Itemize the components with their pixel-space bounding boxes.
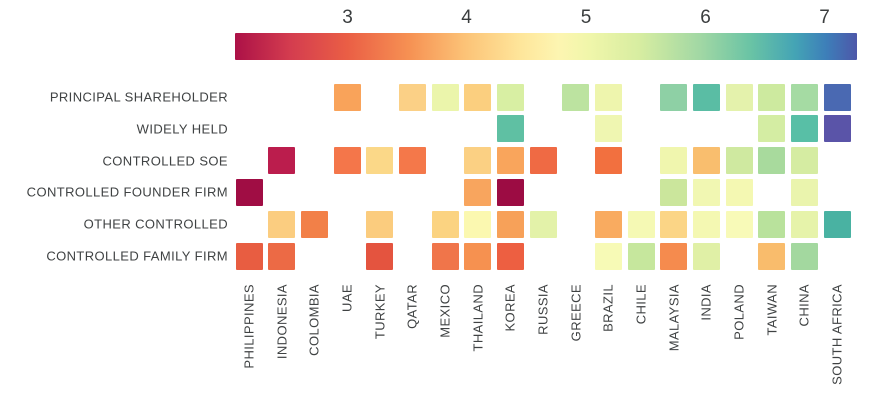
heatmap-cell: [692, 210, 720, 238]
heatmap-cell: [562, 83, 590, 111]
heatmap-cell: [692, 242, 720, 270]
column-label: INDONESIA: [274, 284, 290, 360]
heatmap-cell: [790, 178, 818, 206]
heatmap-cell: [268, 210, 296, 238]
column-label: TAIWAN: [764, 284, 780, 336]
heatmap-cell: [496, 242, 524, 270]
heatmap-cell: [366, 242, 394, 270]
heatmap-cell: [758, 210, 786, 238]
heatmap-cell: [725, 83, 753, 111]
heatmap-cell: [692, 147, 720, 175]
heatmap-cell: [431, 210, 459, 238]
heatmap-cell: [464, 210, 492, 238]
heatmap-cell: [594, 83, 622, 111]
heatmap-cell: [660, 210, 688, 238]
column-label: CHINA: [796, 284, 812, 327]
column-label: UAE: [339, 284, 355, 312]
heatmap-cell: [758, 83, 786, 111]
heatmap-cell: [594, 115, 622, 143]
column-label: RUSSIA: [535, 284, 551, 335]
heatmap-cell: [594, 242, 622, 270]
colorbar-gradient: [235, 33, 857, 60]
column-label: MALAYSIA: [666, 284, 682, 352]
colorbar-tick-7: 7: [819, 7, 831, 28]
column-label: BRAZIL: [600, 284, 616, 332]
row-label: CONTROLLED SOE: [102, 153, 228, 169]
column-label: SOUTH AFRICA: [829, 284, 845, 385]
heatmap-cell: [790, 242, 818, 270]
heatmap-cell: [431, 83, 459, 111]
heatmap-cell: [431, 242, 459, 270]
colorbar-tick-5: 5: [580, 7, 593, 28]
heatmap-cell: [496, 83, 524, 111]
column-label: COLOMBIA: [306, 284, 322, 356]
row-label: CONTROLLED FOUNDER FIRM: [26, 184, 228, 200]
heatmap-cell: [496, 210, 524, 238]
heatmap-cell: [758, 147, 786, 175]
heatmap-cell: [627, 210, 655, 238]
heatmap-cell: [725, 210, 753, 238]
colorbar-tick-4: 4: [461, 7, 473, 28]
heatmap-cell: [594, 147, 622, 175]
heatmap-cell: [529, 210, 557, 238]
heatmap-cell: [660, 178, 688, 206]
colorbar-tick-6: 6: [700, 7, 712, 28]
heatmap-cell: [790, 83, 818, 111]
heatmap-cell: [496, 115, 524, 143]
heatmap-cell: [398, 83, 426, 111]
heatmap-cell: [758, 115, 786, 143]
heatmap-cell: [268, 147, 296, 175]
heatmap-cell: [464, 83, 492, 111]
heatmap-cell: [333, 83, 361, 111]
heatmap-cell: [660, 242, 688, 270]
heatmap-cell: [496, 147, 524, 175]
column-label: INDIA: [698, 284, 714, 321]
colorbar-tick-3: 3: [342, 7, 354, 28]
column-label: GREECE: [568, 284, 584, 342]
heatmap-cell: [464, 178, 492, 206]
heatmap-cell: [300, 210, 328, 238]
heatmap-cell: [398, 147, 426, 175]
heatmap-cell: [464, 242, 492, 270]
row-label: WIDELY HELD: [136, 121, 228, 137]
heatmap-cell: [366, 147, 394, 175]
heatmap-cell: [823, 210, 851, 238]
heatmap-cell: [235, 178, 263, 206]
column-label: KOREA: [502, 284, 518, 332]
heatmap-cell: [464, 147, 492, 175]
heatmap-cell: [823, 115, 851, 143]
heatmap-cell: [692, 178, 720, 206]
heatmap-cell: [725, 147, 753, 175]
row-label: CONTROLLED FAMILY FIRM: [46, 248, 228, 264]
heatmap-cell: [529, 147, 557, 175]
heatmap-cell: [333, 147, 361, 175]
heatmap-cell: [660, 147, 688, 175]
column-label: CHILE: [633, 284, 649, 325]
row-label: PRINCIPAL SHAREHOLDER: [49, 89, 228, 105]
heatmap-cell: [660, 83, 688, 111]
column-label: POLAND: [731, 284, 747, 340]
heatmap-cell: [790, 147, 818, 175]
heatmap-cell: [725, 178, 753, 206]
heatmap-cell: [366, 210, 394, 238]
heatmap-cell: [594, 210, 622, 238]
heatmap-cell: [268, 242, 296, 270]
heatmap-cell: [790, 115, 818, 143]
column-label: THAILAND: [470, 284, 486, 352]
row-label: OTHER CONTROLLED: [83, 216, 228, 232]
column-label: TURKEY: [372, 284, 388, 340]
column-label: MEXICO: [437, 284, 453, 338]
column-label: PHILIPPINES: [241, 284, 257, 369]
heatmap-cell: [627, 242, 655, 270]
heatmap-cell: [790, 210, 818, 238]
heatmap-cell: [496, 178, 524, 206]
heatmap-cell: [235, 242, 263, 270]
heatmap-cell: [758, 242, 786, 270]
column-label: QATAR: [404, 284, 420, 329]
heatmap-cell: [823, 83, 851, 111]
heatmap-cell: [692, 83, 720, 111]
